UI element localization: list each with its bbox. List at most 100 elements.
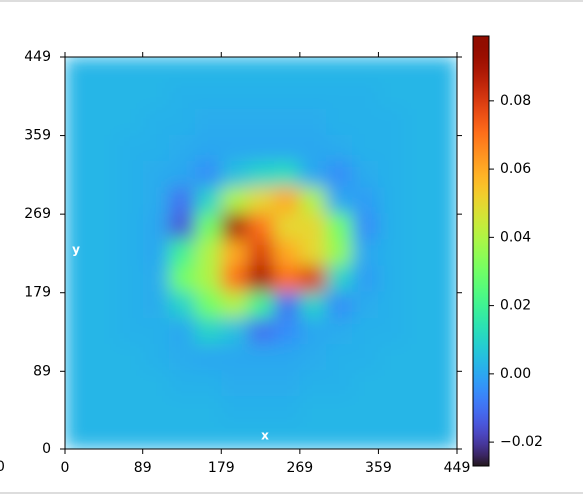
colorbar-tick-label: 0.04 bbox=[500, 229, 531, 245]
heatmap-cell bbox=[116, 134, 144, 163]
heatmap-cell bbox=[404, 57, 432, 84]
heatmap-cell bbox=[195, 57, 223, 84]
heatmap-cell bbox=[378, 396, 406, 424]
heatmap-cell bbox=[273, 161, 301, 189]
heatmap-cell bbox=[195, 161, 223, 189]
heatmap-cell bbox=[430, 265, 457, 293]
heatmap-cell bbox=[169, 134, 197, 163]
heatmap-cell bbox=[325, 317, 353, 345]
heatmap-cell bbox=[273, 187, 301, 215]
heatmap-cell bbox=[378, 213, 406, 241]
heatmap-cell bbox=[116, 370, 144, 398]
heatmap-cell bbox=[195, 187, 223, 215]
heatmap-cell bbox=[169, 265, 197, 293]
heatmap-cell bbox=[430, 161, 457, 189]
heatmap-cell bbox=[430, 291, 457, 319]
heatmap-cell bbox=[90, 108, 118, 136]
heatmap-cell bbox=[142, 82, 171, 110]
heatmap-cell bbox=[65, 108, 92, 136]
heatmap-cell bbox=[169, 187, 197, 215]
heatmap-cell bbox=[169, 108, 197, 136]
heatmap-cell bbox=[325, 187, 353, 215]
heatmap-cell bbox=[90, 265, 118, 293]
heatmap-cell bbox=[325, 370, 353, 398]
heatmap-cell bbox=[351, 291, 380, 319]
heatmap-cell bbox=[221, 265, 249, 293]
heatmap-cell bbox=[247, 396, 275, 424]
heatmap-cell bbox=[299, 343, 327, 372]
heatmap-cell bbox=[273, 213, 301, 241]
fragment-label: 0 bbox=[0, 459, 5, 475]
heatmap-cell bbox=[378, 57, 406, 84]
heatmap-cell bbox=[404, 187, 432, 215]
heatmap-cell bbox=[142, 187, 171, 215]
heatmap-cell bbox=[247, 213, 275, 241]
heatmap-cell bbox=[325, 265, 353, 293]
heatmap-cell bbox=[273, 239, 301, 267]
heatmap-cell bbox=[142, 422, 171, 449]
heatmap-cell bbox=[325, 57, 353, 84]
heatmap-cell bbox=[65, 134, 92, 163]
heatmap-cell bbox=[299, 134, 327, 163]
heatmap-cell bbox=[351, 265, 380, 293]
heatmap-cell bbox=[430, 343, 457, 372]
heatmap-cell bbox=[247, 343, 275, 372]
heatmap-cell bbox=[142, 370, 171, 398]
heatmap-cell bbox=[65, 82, 92, 110]
annotation: x bbox=[261, 429, 269, 443]
heatmap-cell bbox=[299, 265, 327, 293]
heatmap-cell bbox=[195, 213, 223, 241]
heatmap-cell bbox=[90, 82, 118, 110]
heatmap-cell bbox=[351, 57, 380, 84]
heatmap-cell bbox=[351, 161, 380, 189]
colorbar-tick-label: 0.02 bbox=[500, 298, 531, 314]
heatmap-cell bbox=[430, 317, 457, 345]
heatmap-cell bbox=[299, 396, 327, 424]
heatmap-cell bbox=[195, 134, 223, 163]
x-tick-label: 89 bbox=[134, 460, 152, 476]
heatmap-cell bbox=[221, 422, 249, 449]
heatmap-cell bbox=[351, 108, 380, 136]
heatmap-cell bbox=[247, 187, 275, 215]
heatmap-cell bbox=[169, 161, 197, 189]
heatmap-cell bbox=[404, 370, 432, 398]
heatmap-cell bbox=[404, 82, 432, 110]
heatmap-cell bbox=[325, 108, 353, 136]
x-tick-label: 269 bbox=[286, 460, 313, 476]
heatmap-cell bbox=[195, 82, 223, 110]
heatmap-cell bbox=[90, 239, 118, 267]
heatmap-cell bbox=[221, 82, 249, 110]
heatmap-cell bbox=[378, 108, 406, 136]
heatmap-cell bbox=[378, 265, 406, 293]
heatmap-cell bbox=[116, 343, 144, 372]
heatmap-cell bbox=[65, 291, 92, 319]
heatmap-cell bbox=[351, 213, 380, 241]
colorbar-tick-label: −0.02 bbox=[500, 434, 543, 450]
heatmap-cell bbox=[65, 370, 92, 398]
heatmap-cell bbox=[273, 108, 301, 136]
heatmap-cell bbox=[247, 422, 275, 449]
heatmap-cell bbox=[221, 317, 249, 345]
heatmap-cell bbox=[430, 370, 457, 398]
heatmap-cell bbox=[430, 108, 457, 136]
heatmap-cell bbox=[325, 396, 353, 424]
heatmap-cell bbox=[325, 161, 353, 189]
heatmap-cell bbox=[195, 422, 223, 449]
heatmap-cell bbox=[430, 239, 457, 267]
heatmap-cell bbox=[90, 187, 118, 215]
heatmap-cell bbox=[116, 187, 144, 215]
heatmap-cell bbox=[404, 265, 432, 293]
heatmap-cell bbox=[65, 161, 92, 189]
heatmap-cell bbox=[273, 291, 301, 319]
heatmap-cell bbox=[142, 108, 171, 136]
heatmap-cell bbox=[404, 291, 432, 319]
heatmap-cell bbox=[404, 213, 432, 241]
heatmap-cell bbox=[299, 82, 327, 110]
heatmap-cell bbox=[299, 370, 327, 398]
heatmap-cell bbox=[195, 343, 223, 372]
heatmap-cell bbox=[195, 265, 223, 293]
plot-frame bbox=[64, 56, 458, 450]
heatmap-cell bbox=[404, 343, 432, 372]
heatmap-cell bbox=[325, 291, 353, 319]
